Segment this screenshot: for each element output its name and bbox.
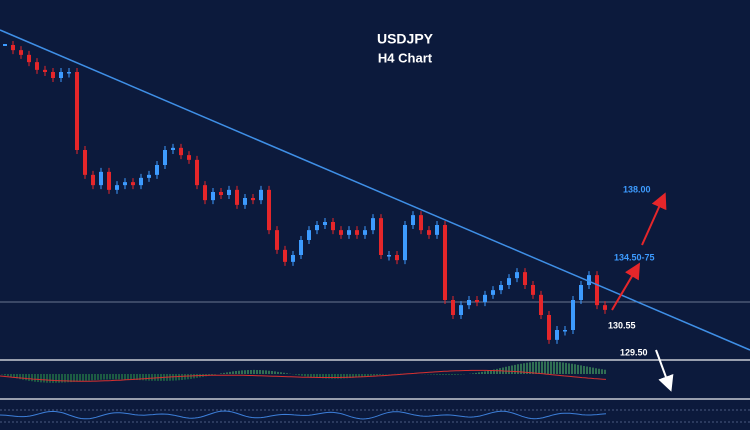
candle xyxy=(107,171,111,190)
candle xyxy=(371,218,375,231)
candle xyxy=(19,50,23,55)
candle xyxy=(11,45,15,51)
chart-subtitle: H4 Chart xyxy=(378,50,433,65)
candle xyxy=(307,230,311,240)
candle xyxy=(459,305,463,315)
candle xyxy=(403,225,407,261)
candle xyxy=(259,189,263,201)
trendline xyxy=(0,29,750,351)
macd-panel xyxy=(0,361,607,383)
candle xyxy=(547,315,551,340)
candle xyxy=(555,330,559,340)
annotation: 129.50 xyxy=(620,347,648,357)
candle xyxy=(3,44,7,46)
candle xyxy=(443,225,447,300)
candle xyxy=(35,62,39,70)
candle xyxy=(491,290,495,295)
candle xyxy=(267,189,271,231)
candle xyxy=(499,285,503,291)
candle xyxy=(507,278,511,285)
candle xyxy=(283,249,287,262)
annotation: 134.50-75 xyxy=(614,252,655,262)
candle xyxy=(363,230,367,235)
candle xyxy=(563,330,567,332)
candle xyxy=(171,147,175,150)
candle xyxy=(515,272,519,279)
candle xyxy=(27,54,31,63)
annotation: 130.55 xyxy=(608,320,636,330)
candle xyxy=(579,285,583,300)
candle xyxy=(323,222,327,225)
candle xyxy=(139,177,143,186)
arrow-up xyxy=(611,262,641,311)
candle xyxy=(395,255,399,261)
candle xyxy=(339,230,343,235)
annotation: 138.00 xyxy=(623,184,651,194)
candle xyxy=(603,305,607,310)
candle xyxy=(43,69,47,72)
candle xyxy=(355,230,359,235)
candle xyxy=(211,192,215,201)
candle xyxy=(123,182,127,186)
candle xyxy=(219,192,223,195)
candle xyxy=(99,171,103,186)
candle xyxy=(451,300,455,315)
candle xyxy=(67,72,71,74)
candle xyxy=(299,240,303,255)
arrow-up xyxy=(641,192,667,246)
candle xyxy=(115,185,119,190)
candle xyxy=(243,198,247,205)
candle xyxy=(131,182,135,186)
rsi-line xyxy=(0,410,607,420)
candle xyxy=(75,72,79,150)
candle xyxy=(91,174,95,186)
candle xyxy=(427,230,431,235)
candle xyxy=(523,272,527,285)
candles xyxy=(3,41,607,344)
candle xyxy=(539,294,543,315)
candle xyxy=(347,230,351,235)
candle xyxy=(411,215,415,225)
candle xyxy=(51,72,55,78)
candle xyxy=(379,218,383,255)
candle xyxy=(275,230,279,250)
candle xyxy=(315,225,319,231)
candle xyxy=(155,165,159,175)
candle xyxy=(235,189,239,205)
macd-signal xyxy=(0,369,607,382)
candle xyxy=(483,294,487,303)
candle xyxy=(587,275,591,285)
candle xyxy=(467,300,471,306)
candle xyxy=(595,275,599,306)
candle xyxy=(179,147,183,156)
arrow-down xyxy=(655,349,674,392)
candle xyxy=(475,300,479,303)
candle xyxy=(227,189,231,195)
candle xyxy=(83,150,87,175)
candle xyxy=(147,174,151,178)
candle xyxy=(195,159,199,186)
candle xyxy=(531,285,535,295)
candle xyxy=(291,255,295,262)
candle xyxy=(419,215,423,231)
candle xyxy=(187,155,191,160)
chart-title: USDJPY xyxy=(377,31,434,47)
candle xyxy=(331,222,335,231)
candle xyxy=(203,185,207,201)
candle xyxy=(435,225,439,235)
candle xyxy=(571,300,575,330)
candle xyxy=(387,255,391,257)
candle xyxy=(163,150,167,165)
candle xyxy=(251,198,255,201)
candle xyxy=(59,72,63,78)
